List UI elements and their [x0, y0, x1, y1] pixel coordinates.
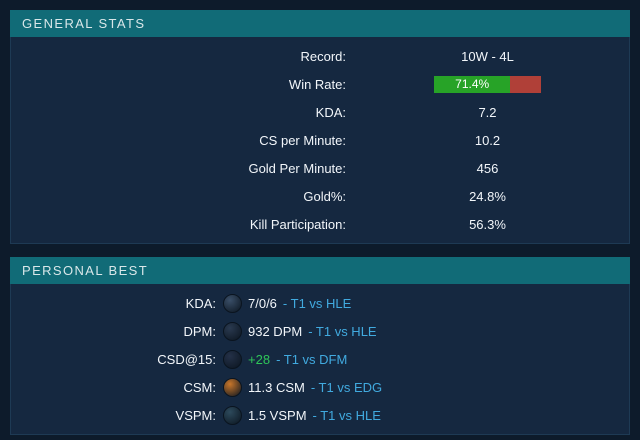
- winrate-red-segment: [510, 75, 541, 93]
- champion-portrait-icon: [223, 405, 242, 425]
- personal-best-value: 11.3 CSM: [248, 379, 305, 395]
- personal-best-row: CSM: 11.3 CSM - T1 vs EDG: [11, 373, 629, 401]
- personal-best-row: KDA: 7/0/6 - T1 vs HLE: [11, 289, 629, 317]
- stat-row: Record: 10W - 4L: [11, 42, 629, 70]
- personal-best-row: CSD@15: +28 - T1 vs DFM: [11, 345, 629, 373]
- stat-value: 56.3%: [469, 216, 506, 232]
- stat-label: Record:: [300, 48, 346, 64]
- match-link[interactable]: - T1 vs EDG: [310, 379, 383, 395]
- personal-best-value: 1.5 VSPM: [248, 407, 307, 423]
- personal-best-label: CSM:: [183, 379, 217, 395]
- stat-row: Gold%: 24.8%: [11, 182, 629, 210]
- winrate-bar: 71.4%: [434, 75, 541, 93]
- match-link[interactable]: - T1 vs HLE: [282, 295, 352, 311]
- personal-best-content: 7/0/6 - T1 vs HLE: [223, 293, 352, 313]
- personal-best-row: VSPM: 1.5 VSPM - T1 vs HLE: [11, 401, 629, 429]
- personal-best-header: PERSONAL BEST: [10, 257, 630, 284]
- champion-portrait-icon: [223, 349, 242, 369]
- stat-row: Kill Participation: 56.3%: [11, 210, 629, 238]
- personal-best-label: DPM:: [183, 323, 217, 339]
- stat-row: Gold Per Minute: 456: [11, 154, 629, 182]
- winrate-green-segment: 71.4%: [434, 75, 511, 93]
- personal-best-value: +28: [248, 351, 271, 367]
- stat-value: 10.2: [474, 132, 501, 148]
- personal-best-content: 932 DPM - T1 vs HLE: [223, 321, 377, 341]
- stat-value: 24.8%: [469, 188, 506, 204]
- stat-label: CS per Minute:: [259, 132, 346, 148]
- stat-label: Win Rate:: [288, 76, 346, 92]
- stat-value: 456: [476, 160, 499, 176]
- personal-best-content: 11.3 CSM - T1 vs EDG: [223, 377, 383, 397]
- general-stats-header: GENERAL STATS: [10, 10, 630, 37]
- general-stats-body: Record: 10W - 4L Win Rate: 71.4% KDA: 7.2 CS p…: [10, 37, 630, 244]
- personal-best-value: 932 DPM: [248, 323, 303, 339]
- match-link[interactable]: - T1 vs HLE: [312, 407, 381, 423]
- match-link[interactable]: - T1 vs HLE: [308, 323, 377, 339]
- personal-best-label: VSPM:: [175, 407, 216, 423]
- stat-label: Gold Per Minute:: [248, 160, 346, 176]
- champion-portrait-icon: [223, 293, 242, 313]
- stat-value: 10W - 4L: [461, 48, 514, 64]
- stat-value: 7.2: [478, 104, 497, 120]
- stat-label: Gold%:: [303, 188, 346, 204]
- general-stats-panel: GENERAL STATS Record: 10W - 4L Win Rate: 71…: [10, 10, 630, 244]
- personal-best-content: 1.5 VSPM - T1 vs HLE: [223, 405, 381, 425]
- stat-label: Kill Participation:: [249, 216, 346, 232]
- personal-best-row: DPM: 932 DPM - T1 vs HLE: [11, 317, 629, 345]
- stat-row: Win Rate: 71.4%: [11, 70, 629, 98]
- personal-best-value: 7/0/6: [248, 295, 277, 311]
- personal-best-title: PERSONAL BEST: [22, 263, 149, 278]
- personal-best-body: KDA: 7/0/6 - T1 vs HLE DPM: 932 DPM - T1 vs H…: [10, 284, 630, 435]
- personal-best-label: CSD@15:: [157, 351, 216, 367]
- personal-best-panel: PERSONAL BEST KDA: 7/0/6 - T1 vs HLE DPM: 93…: [10, 257, 630, 435]
- general-stats-title: GENERAL STATS: [22, 16, 146, 31]
- stat-value: 71.4%: [346, 75, 629, 93]
- stat-row: CS per Minute: 10.2: [11, 126, 629, 154]
- personal-best-content: +28 - T1 vs DFM: [223, 349, 348, 369]
- match-link[interactable]: - T1 vs DFM: [276, 351, 348, 367]
- stat-row: KDA: 7.2: [11, 98, 629, 126]
- champion-portrait-icon: [223, 321, 242, 341]
- personal-best-label: KDA:: [185, 295, 216, 311]
- stat-label: KDA:: [315, 104, 346, 120]
- champion-portrait-icon: [223, 377, 242, 397]
